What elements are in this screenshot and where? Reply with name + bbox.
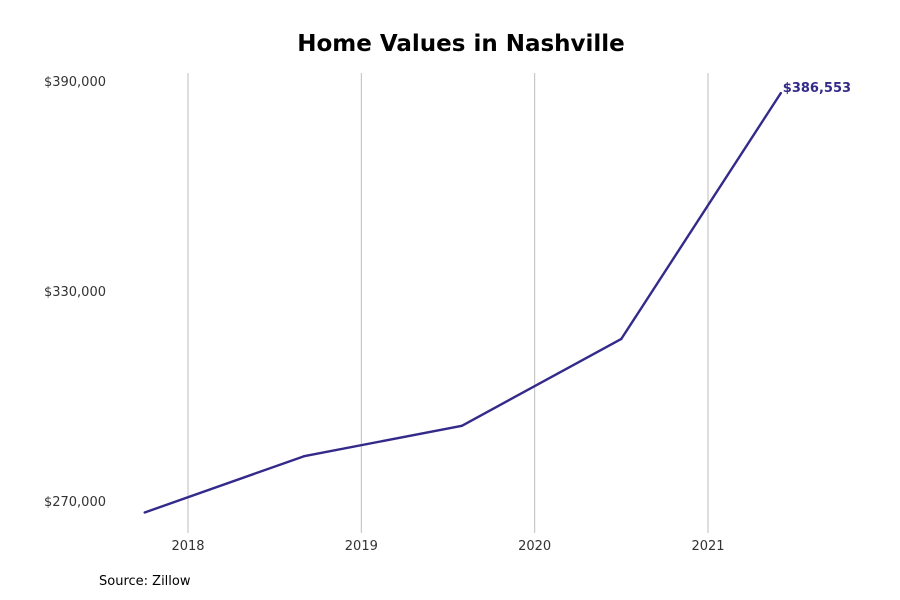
source-note: Source: Zillow	[99, 574, 191, 589]
x-tick-label: 2018	[171, 539, 204, 554]
series-line	[144, 92, 782, 514]
y-axis-ticks: $270,000 $330,000 $390,000	[44, 75, 106, 510]
series-group	[143, 91, 782, 514]
data-labels: $386,553	[783, 81, 851, 96]
x-tick-label: 2021	[691, 539, 724, 554]
data-point	[620, 337, 623, 341]
y-tick-label: $390,000	[44, 75, 106, 90]
chart-title: Home Values in Nashville	[297, 31, 625, 57]
end-value-label: $386,553	[783, 81, 851, 96]
data-point	[302, 455, 306, 458]
data-point	[779, 91, 782, 95]
x-tick-label: 2020	[518, 539, 551, 554]
y-tick-label: $330,000	[44, 285, 106, 300]
data-point	[143, 511, 146, 514]
x-axis-ticks: 2018 2019 2020 2021	[171, 539, 724, 554]
x-tick-label: 2019	[345, 539, 378, 554]
y-tick-label: $270,000	[44, 495, 106, 510]
gridlines	[187, 73, 709, 533]
data-point	[460, 424, 464, 427]
